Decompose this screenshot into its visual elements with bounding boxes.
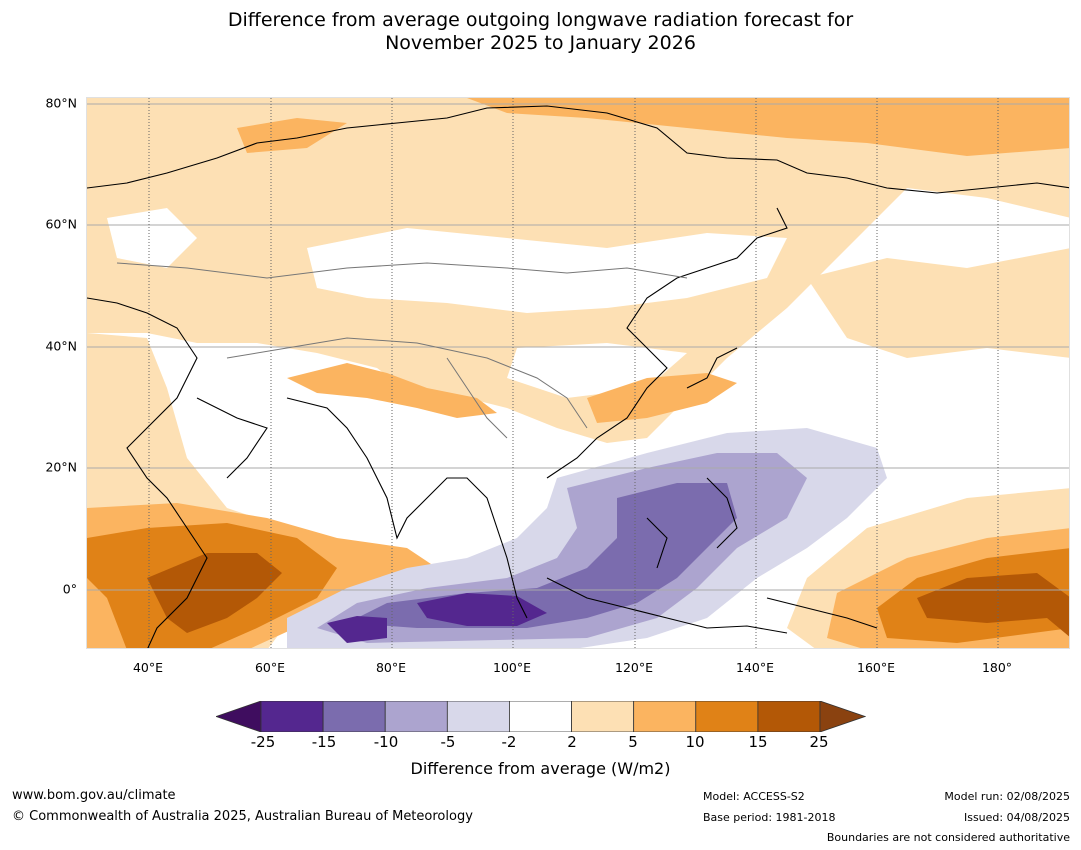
anomaly-region-negative-very-high — [417, 593, 547, 626]
lon-label-100e: 100°E — [492, 660, 532, 675]
chart-title: Difference from average outgoing longwav… — [0, 9, 1081, 55]
lon-label-80e: 80°E — [375, 660, 407, 675]
latitude-gridlines — [87, 103, 1069, 591]
lon-label-60e: 60°E — [254, 660, 286, 675]
lat-label-40n: 40°N — [45, 338, 77, 354]
issued-text: Issued: 04/08/2025 — [963, 811, 1070, 824]
coastlines — [87, 105, 1069, 648]
anomaly-region-negative-high — [347, 483, 737, 628]
colorbar-cell — [757, 701, 821, 732]
copyright-text: © Commonwealth of Australia 2025, Austra… — [12, 809, 473, 824]
colorbar-max-arrow — [819, 701, 866, 732]
colorbar-tick: -5 — [440, 733, 456, 751]
anomaly-region-positive-medium — [467, 98, 1069, 156]
anomaly-region-positive-very-high — [917, 573, 1069, 637]
anomaly-region-neutral — [107, 208, 197, 268]
lon-label-180: 180° — [981, 660, 1013, 675]
lat-label-80n: 80°N — [45, 95, 77, 111]
lat-label-0: 0° — [62, 581, 77, 597]
colorbar-label: Difference from average (W/m2) — [410, 759, 671, 778]
colorbar-tick: 5 — [628, 733, 638, 751]
colorbar-tick: -2 — [501, 733, 517, 751]
map-canvas — [87, 98, 1069, 648]
model-text: Model: ACCESS-S2 — [703, 790, 805, 803]
country-borders — [116, 262, 688, 439]
colorbar-cell — [633, 701, 697, 732]
lat-label-20n: 20°N — [45, 459, 77, 475]
anomaly-region-positive-small — [807, 248, 1069, 358]
model-run-text: Model run: 02/08/2025 — [944, 790, 1070, 803]
colorbar — [216, 701, 866, 732]
colorbar-cell — [446, 701, 510, 732]
anomaly-region-positive-medium — [287, 363, 497, 418]
website-link[interactable]: www.bom.gov.au/climate — [12, 788, 176, 803]
colorbar-cell — [695, 701, 759, 732]
title-line-1: Difference from average outgoing longwav… — [227, 9, 854, 31]
colorbar-cell — [509, 701, 572, 732]
anomaly-region-positive-medium — [237, 118, 347, 153]
lon-label-160e: 160°E — [856, 660, 896, 675]
colorbar-min-arrow — [216, 701, 262, 732]
anomaly-region-neutral — [307, 228, 787, 313]
colorbar-cell — [571, 701, 635, 732]
colorbar-tick: 10 — [685, 733, 705, 751]
lon-label-40e: 40°E — [132, 660, 164, 675]
colorbar-tick: 25 — [809, 733, 829, 751]
lat-label-60n: 60°N — [45, 216, 77, 232]
colorbar-tick: 15 — [748, 733, 768, 751]
olr-anomaly-map — [86, 97, 1070, 649]
base-period-text: Base period: 1981-2018 — [703, 811, 836, 824]
lon-label-120e: 120°E — [614, 660, 654, 675]
colorbar-tick: -15 — [311, 733, 337, 751]
colorbar-cell — [322, 701, 386, 732]
colorbar-tick: -10 — [373, 733, 399, 751]
disclaimer-text: Boundaries are not considered authoritat… — [826, 831, 1070, 844]
anomaly-region-negative-very-high — [327, 616, 387, 643]
colorbar-cell — [260, 701, 324, 732]
anomaly-region-positive-very-high — [147, 553, 282, 633]
anomaly-region-positive-medium — [587, 373, 737, 423]
anomaly-region-neutral — [337, 448, 457, 548]
lon-label-140e: 140°E — [735, 660, 775, 675]
colorbar-tick: 2 — [567, 733, 577, 751]
colorbar-tick: -25 — [250, 733, 276, 751]
colorbar-cell — [384, 701, 448, 732]
longitude-gridlines — [148, 98, 999, 648]
title-line-2: November 2025 to January 2026 — [385, 32, 696, 54]
